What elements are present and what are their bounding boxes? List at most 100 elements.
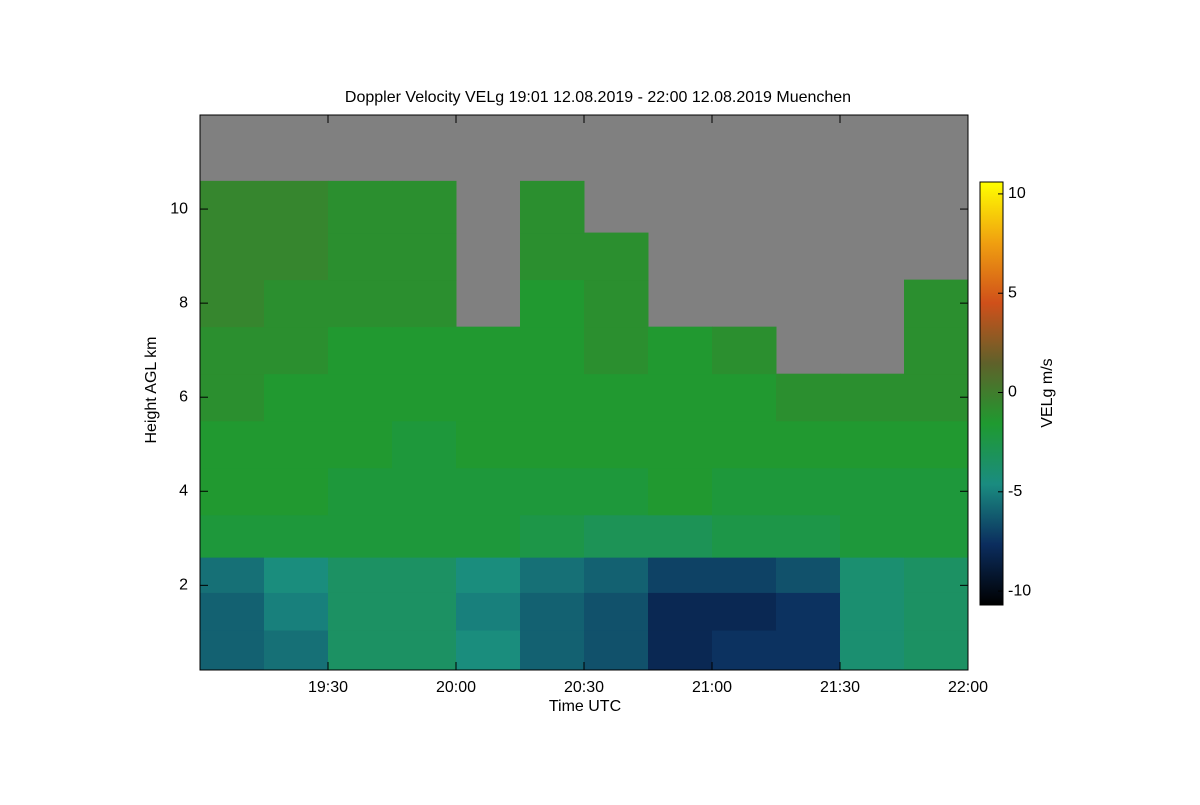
x-tick-label: 21:00 [692,679,732,696]
heatmap-cell [328,232,393,281]
x-tick-label: 20:00 [436,679,476,696]
heatmap-cell [264,467,329,516]
heatmap-cell [584,232,649,281]
heatmap-cell [520,557,585,593]
x-axis-label: Time UTC [549,698,621,715]
heatmap-cell [904,326,969,375]
heatmap-cell [712,420,777,469]
heatmap-cell [776,592,841,631]
heatmap-cell [264,514,329,558]
heatmap-cell [328,467,393,516]
heatmap-cell [200,467,265,516]
heatmap-cell [200,373,265,422]
heatmap-cell [520,467,585,516]
heatmap-cell [584,557,649,593]
heatmap-cell [456,420,521,469]
chart-title: Doppler Velocity VELg 19:01 12.08.2019 -… [345,89,851,106]
heatmap-cell [456,467,521,516]
y-tick-label: 8 [179,294,188,311]
heatmap-cell [904,279,969,328]
x-tick-label: 21:30 [820,679,860,696]
heatmap-cell [712,557,777,593]
heatmap-cell [200,557,265,593]
heatmap-cell [264,326,329,375]
y-tick-label: 6 [179,388,188,405]
heatmap-cell [648,467,713,516]
heatmap-cell [392,326,457,375]
colorbar-label: VELg m/s [1039,358,1056,427]
y-tick-label: 10 [170,200,188,217]
heatmap-cell [456,373,521,422]
heatmap-cell [712,467,777,516]
heatmap-cell [584,467,649,516]
x-tick-label: 20:30 [564,679,604,696]
x-tick-label: 22:00 [948,679,988,696]
heatmap-cell [392,232,457,281]
heatmap-cell [456,326,521,375]
heatmap-cell [648,373,713,422]
heatmap-cell [264,279,329,328]
heatmap-cell [776,420,841,469]
y-axis-label: Height AGL km [143,336,160,443]
heatmap-cell [904,420,969,469]
heatmap-cell [648,514,713,558]
heatmap-cell [520,592,585,631]
heatmap-cell [584,592,649,631]
heatmap-cell [392,592,457,631]
heatmap-cell [776,467,841,516]
colorbar-tick-label: 0 [1008,384,1017,401]
heatmap-cell [520,630,585,671]
heatmap-cell [584,326,649,375]
heatmap-cell [776,557,841,593]
heatmap-cell [648,557,713,593]
heatmap-cell [328,592,393,631]
heatmap-cell [520,420,585,469]
heatmap-cell [392,180,457,234]
heatmap-cell [264,373,329,422]
heatmap-cell [456,592,521,631]
y-tick-label: 4 [179,482,188,499]
colorbar-tick-label: -10 [1008,582,1031,599]
heatmap-cell [712,514,777,558]
heatmap-cell [264,557,329,593]
heatmap-cell [584,420,649,469]
heatmap-cell [776,373,841,422]
heatmap-cell [648,592,713,631]
heatmap-cell [840,630,905,671]
heatmap-cell [264,630,329,671]
heatmap-cell [392,514,457,558]
colorbar-tick-label: -5 [1008,483,1022,500]
heatmap-cell [456,557,521,593]
heatmap-cell [200,514,265,558]
heatmap-cell [584,373,649,422]
heatmap-cell [584,514,649,558]
heatmap-cell [520,326,585,375]
heatmap-cell [520,232,585,281]
heatmap-cell [328,180,393,234]
heatmap-cell [200,326,265,375]
heatmap-cell [520,514,585,558]
heatmap-cell [456,514,521,558]
heatmap-cell [904,373,969,422]
colorbar [979,181,1004,606]
heatmap-cell [328,514,393,558]
heatmap-cell [520,279,585,328]
heatmap-cell [904,592,969,631]
x-tick-label: 19:30 [308,679,348,696]
heatmap-cell [200,630,265,671]
heatmap-cell [584,630,649,671]
heatmap-cell [328,279,393,328]
heatmap-cell [776,630,841,671]
heatmap-cell [392,420,457,469]
heatmap-cell [904,514,969,558]
heatmap-cell [392,279,457,328]
heatmap-cell [264,592,329,631]
heatmap-cell [264,180,329,234]
heatmap-cell [648,420,713,469]
heatmap-cell [840,373,905,422]
heatmap-cell [456,630,521,671]
heatmap-cell [328,326,393,375]
heatmap-cell [392,467,457,516]
y-tick-label: 2 [179,577,188,594]
heatmap-cell [328,373,393,422]
